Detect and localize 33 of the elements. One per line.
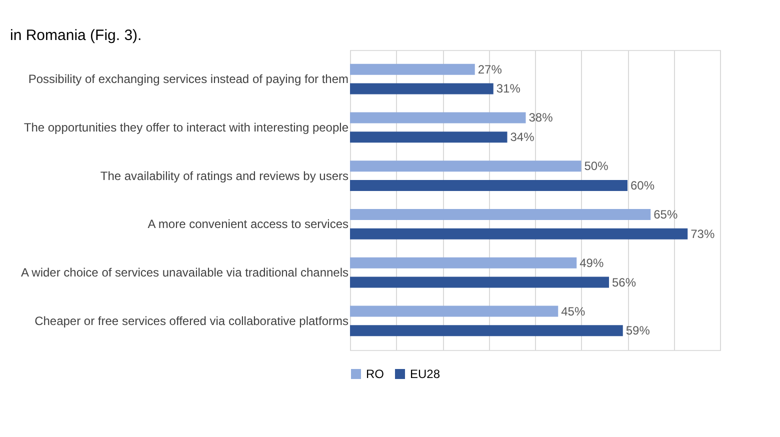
data-label: 34% (510, 130, 535, 144)
y-tick-label: A more convenient access to services (148, 217, 348, 232)
bar (350, 209, 651, 220)
bar (350, 83, 494, 94)
text: in Romania (Fig. 3). (10, 27, 142, 44)
bar (350, 257, 577, 268)
y-tick-label: The availability of ratings and reviews by users (100, 168, 348, 183)
data-label: 60% (630, 178, 655, 192)
legend-label: RO (366, 367, 384, 381)
bar (350, 160, 582, 172)
data-label: 56% (612, 275, 636, 290)
bar (350, 112, 526, 124)
data-label: 38% (528, 110, 554, 125)
data-label: 31% (496, 82, 521, 96)
data-label: 27% (478, 62, 502, 76)
bar (350, 132, 508, 143)
y-tick-label: Possibility of exchanging services instead of paying for them (28, 72, 348, 86)
y-tick-label: A wider choice of services unavailable via traditional channels (20, 266, 348, 280)
bar (350, 306, 558, 317)
bar (350, 180, 628, 191)
bar (350, 276, 609, 288)
bar (350, 325, 623, 336)
y-tick-label: Cheaper or free services offered via collaborative platforms (34, 314, 348, 328)
data-label: 65% (654, 208, 678, 222)
data-label: 45% (561, 304, 586, 318)
data-label: 59% (626, 324, 650, 338)
data-label: 73% (690, 226, 715, 241)
y-tick-label: The opportunities they offer to interact with interesting people (24, 120, 349, 134)
data-label: 50% (584, 159, 609, 174)
bar (350, 228, 688, 240)
legend-label: EU28 (410, 367, 440, 381)
data-label: 49% (580, 256, 604, 270)
bar (350, 64, 475, 75)
